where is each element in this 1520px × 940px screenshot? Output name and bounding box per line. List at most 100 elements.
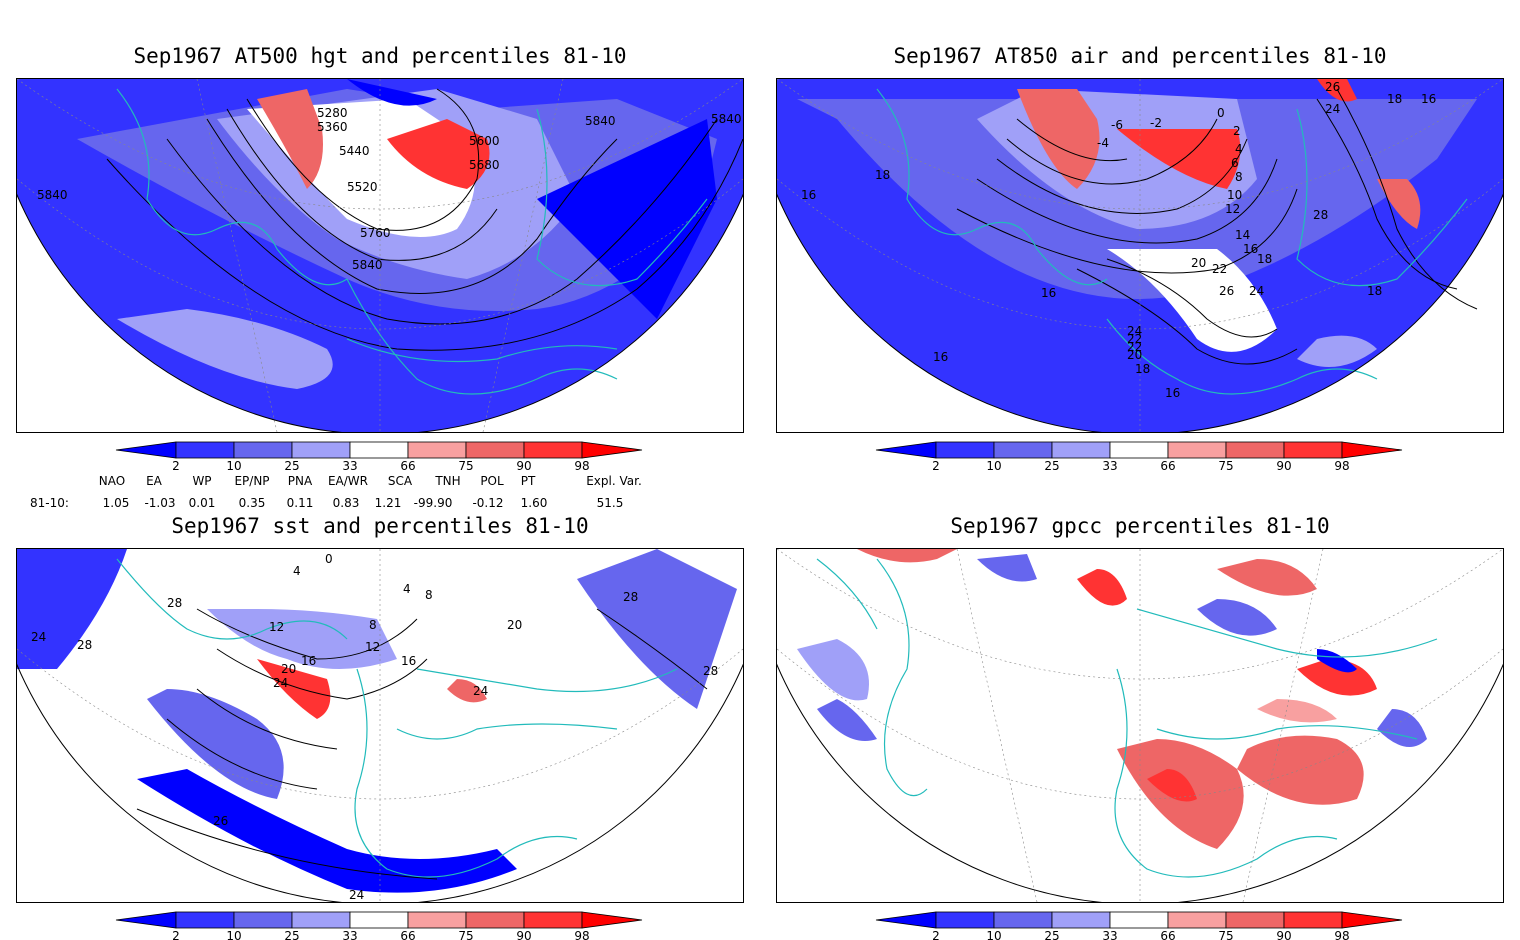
contour-label: 20 — [1191, 256, 1206, 270]
contour-label: 8 — [369, 618, 377, 632]
at500-coastlines — [116, 88, 708, 395]
idx-value: 1.60 — [520, 496, 548, 510]
colorbar-tick-label: 66 — [400, 929, 415, 940]
contour-label: 4 — [1235, 142, 1243, 156]
contour-label: 20 — [281, 662, 296, 676]
colorbar-tick-label: 66 — [1160, 929, 1175, 940]
colorbar-segment — [1167, 441, 1227, 459]
colorbar-segment — [465, 911, 525, 929]
contour-label: 8 — [425, 588, 433, 602]
idx-value: -1.03 — [144, 496, 176, 510]
contour-label: 28 — [623, 590, 638, 604]
panel-title-sst: Sep1967 sst and percentiles 81-10 — [171, 514, 589, 538]
colorbar-segment — [465, 441, 525, 459]
map-at500: 5280 5360 5440 5520 5600 5680 5760 5840 … — [16, 78, 744, 433]
contour-label: 26 — [1219, 284, 1234, 298]
colorbar-tick-label: 33 — [342, 929, 357, 940]
contour-label: 0 — [325, 552, 333, 566]
idx-header: EA — [146, 474, 162, 488]
contour-label: 24 — [273, 676, 288, 690]
colorbar-segment — [175, 441, 235, 459]
idx-value: 1.05 — [102, 496, 130, 510]
contour-label: 5760 — [360, 226, 391, 240]
colorbar-segment — [1109, 911, 1169, 929]
contour-label: 24 — [1325, 102, 1340, 116]
contour-label: 16 — [933, 350, 948, 364]
contour-label: 5520 — [347, 180, 378, 194]
colorbar-segment — [233, 911, 293, 929]
colorbar-segment — [1051, 441, 1111, 459]
sst-contours — [136, 608, 708, 880]
gpcc-coastlines — [816, 558, 1438, 878]
colorbar-segment — [233, 441, 293, 459]
colorbar-tick-label: 2 — [172, 929, 180, 940]
colorbar-2: 2 10 25 33 66 75 90 98 — [875, 441, 1403, 470]
contour-label: 26 — [213, 814, 228, 828]
contour-label: 12 — [269, 620, 284, 634]
idx-header: SCA — [387, 474, 413, 488]
at850-contours — [956, 88, 1478, 365]
contour-label: 5840 — [37, 188, 68, 202]
contour-label: 14 — [1235, 228, 1250, 242]
at850-coastlines — [876, 88, 1468, 395]
contour-label: 28 — [1313, 208, 1328, 222]
contour-label: 22 — [1127, 340, 1142, 354]
contour-label: 8 — [1235, 170, 1243, 184]
contour-label: 4 — [403, 582, 411, 596]
colorbar-segment — [1225, 441, 1285, 459]
contour-label: 24 — [349, 888, 364, 902]
colorbar-segment — [115, 441, 177, 459]
idx-header: WP — [192, 474, 212, 488]
colorbar-tick-label: 66 — [400, 459, 415, 470]
index-values: 81-10: 1.05 -1.03 0.01 0.35 0.11 0.83 1.… — [0, 496, 740, 514]
idx-value: 0.35 — [238, 496, 266, 510]
colorbar-tick-label: 10 — [226, 929, 241, 940]
colorbar-segment — [1341, 441, 1403, 459]
colorbar-tick-label: 90 — [516, 929, 531, 940]
colorbar-tick-label: 98 — [1334, 459, 1349, 470]
contour-label: 24 — [31, 630, 46, 644]
contour-label: 24 — [473, 684, 488, 698]
contour-label: 12 — [365, 640, 380, 654]
contour-label: 28 — [167, 596, 182, 610]
colorbar-tick-label: 25 — [1044, 459, 1059, 470]
colorbar-tick-label: 33 — [1102, 459, 1117, 470]
sst-coastlines — [116, 558, 678, 878]
idx-value: 51.5 — [596, 496, 624, 510]
colorbar-tick-label: 98 — [1334, 929, 1349, 940]
map-sst: 0 4 8 12 16 20 24 28 24 28 28 26 24 20 2… — [16, 548, 744, 903]
idx-header: EP/NP — [234, 474, 270, 488]
colorbar-tick-label: 90 — [516, 459, 531, 470]
idx-header: NAO — [98, 474, 126, 488]
gpcc-anomaly-patches — [797, 549, 1427, 849]
contour-label: 5840 — [352, 258, 383, 272]
contour-label: 22 — [1212, 262, 1227, 276]
colorbar-tick-label: 75 — [458, 929, 473, 940]
contour-label: 22 — [1127, 332, 1142, 346]
colorbar-tick-label: 25 — [284, 929, 299, 940]
colorbar-segment — [1051, 911, 1111, 929]
sst-contour-labels: 0 4 8 12 16 20 24 28 24 28 28 26 24 20 2… — [31, 552, 718, 902]
colorbar-segment — [581, 911, 643, 929]
map-sst-svg: 0 4 8 12 16 20 24 28 24 28 28 26 24 20 2… — [17, 549, 743, 902]
colorbar-tick-label: 2 — [932, 929, 940, 940]
colorbar-segment — [875, 911, 937, 929]
contour-label: 28 — [77, 638, 92, 652]
colorbar-4: 2 10 25 33 66 75 90 98 — [875, 911, 1403, 940]
contour-label: 16 — [1041, 286, 1056, 300]
colorbar-segment — [875, 441, 937, 459]
colorbar-segment — [115, 911, 177, 929]
idx-value: 0.83 — [332, 496, 360, 510]
contour-label: -4 — [1097, 136, 1109, 150]
colorbar-tick-label: 90 — [1276, 459, 1291, 470]
at850-contour-labels: -6 -4 -2 0 2 4 6 8 10 12 14 16 18 20 22 … — [801, 80, 1436, 400]
colorbar-segment — [1225, 911, 1285, 929]
contour-label: 18 — [1387, 92, 1402, 106]
map-gpcc-svg — [777, 549, 1503, 902]
colorbar-tick-label: 10 — [986, 459, 1001, 470]
colorbar-segment — [291, 441, 351, 459]
contour-label: 12 — [1225, 202, 1240, 216]
colorbar-tick-label: 98 — [574, 929, 589, 940]
colorbar-segment — [993, 911, 1053, 929]
idx-value: -99.90 — [413, 496, 453, 510]
